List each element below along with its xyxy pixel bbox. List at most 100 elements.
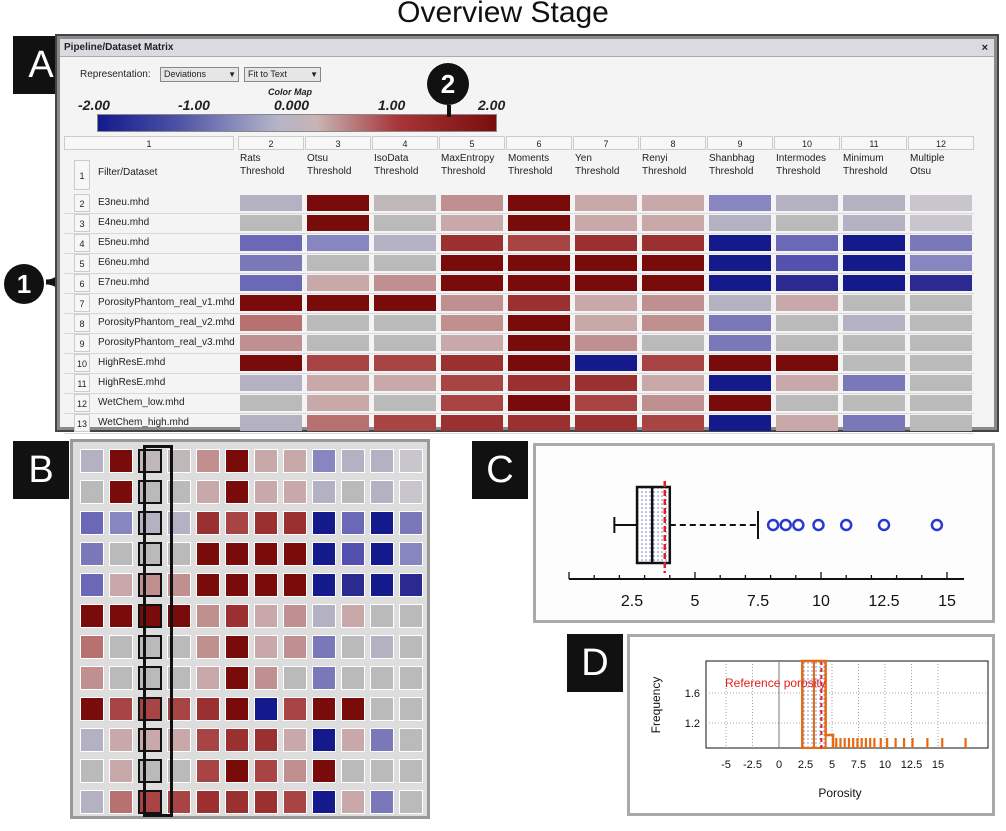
matrix-cell[interactable]	[508, 275, 570, 291]
matrix-cell[interactable]	[307, 215, 369, 231]
matrix-cell[interactable]	[709, 375, 771, 391]
column-number[interactable]: 6	[506, 136, 572, 150]
matrix-cell[interactable]	[374, 335, 436, 351]
matrix-cell[interactable]	[843, 355, 905, 371]
matrix-cell[interactable]	[441, 275, 503, 291]
matrix-cell[interactable]	[910, 355, 972, 371]
matrix-cell[interactable]	[508, 215, 570, 231]
matrix-cell[interactable]	[240, 395, 302, 411]
matrix-cell[interactable]	[575, 235, 637, 251]
matrix-cell[interactable]	[843, 275, 905, 291]
column-method-label[interactable]: Moments Threshold	[508, 152, 574, 178]
matrix-cell[interactable]	[307, 295, 369, 311]
matrix-cell[interactable]	[240, 195, 302, 211]
matrix-cell[interactable]	[776, 415, 838, 431]
matrix-cell[interactable]	[240, 315, 302, 331]
matrix-cell[interactable]	[642, 395, 704, 411]
column-number[interactable]: 4	[372, 136, 438, 150]
matrix-cell[interactable]	[240, 295, 302, 311]
matrix-cell[interactable]	[441, 315, 503, 331]
matrix-cell[interactable]	[575, 315, 637, 331]
column-method-label[interactable]: IsoData Threshold	[374, 152, 440, 178]
matrix-cell[interactable]	[508, 235, 570, 251]
column-number[interactable]: 8	[640, 136, 706, 150]
matrix-cell[interactable]	[441, 355, 503, 371]
matrix-cell[interactable]	[910, 335, 972, 351]
dataset-name[interactable]: HighResE.mhd	[98, 377, 166, 388]
column-number[interactable]: 1	[64, 136, 234, 150]
matrix-cell[interactable]	[843, 335, 905, 351]
matrix-cell[interactable]	[910, 235, 972, 251]
matrix-cell[interactable]	[374, 215, 436, 231]
matrix-cell[interactable]	[441, 255, 503, 271]
matrix-cell[interactable]	[307, 275, 369, 291]
matrix-cell[interactable]	[843, 315, 905, 331]
matrix-cell[interactable]	[642, 335, 704, 351]
matrix-cell[interactable]	[575, 275, 637, 291]
matrix-cell[interactable]	[843, 375, 905, 391]
matrix-cell[interactable]	[776, 275, 838, 291]
matrix-cell[interactable]	[374, 375, 436, 391]
matrix-cell[interactable]	[709, 315, 771, 331]
column-number[interactable]: 9	[707, 136, 773, 150]
dataset-name[interactable]: E4neu.mhd	[98, 217, 150, 228]
column-number[interactable]: 10	[774, 136, 840, 150]
matrix-cell[interactable]	[642, 355, 704, 371]
matrix-cell[interactable]	[240, 375, 302, 391]
matrix-cell[interactable]	[910, 195, 972, 211]
matrix-cell[interactable]	[575, 195, 637, 211]
matrix-cell[interactable]	[642, 255, 704, 271]
matrix-cell[interactable]	[240, 255, 302, 271]
matrix-cell[interactable]	[441, 415, 503, 431]
matrix-cell[interactable]	[910, 415, 972, 431]
matrix-cell[interactable]	[240, 415, 302, 431]
matrix-cell[interactable]	[843, 235, 905, 251]
matrix-cell[interactable]	[709, 335, 771, 351]
matrix-cell[interactable]	[374, 415, 436, 431]
column-number[interactable]: 3	[305, 136, 371, 150]
dataset-name[interactable]: PorosityPhantom_real_v1.mhd	[98, 297, 235, 308]
dataset-name[interactable]: HighResE.mhd	[98, 357, 166, 368]
matrix-cell[interactable]	[307, 195, 369, 211]
matrix-cell[interactable]	[575, 375, 637, 391]
matrix-cell[interactable]	[307, 375, 369, 391]
matrix-cell[interactable]	[307, 415, 369, 431]
matrix-cell[interactable]	[508, 335, 570, 351]
matrix-cell[interactable]	[843, 295, 905, 311]
matrix-cell[interactable]	[910, 375, 972, 391]
matrix-cell[interactable]	[374, 295, 436, 311]
matrix-cell[interactable]	[307, 355, 369, 371]
matrix-cell[interactable]	[441, 195, 503, 211]
matrix-cell[interactable]	[709, 395, 771, 411]
representation-dropdown[interactable]: Deviations ▼	[160, 67, 239, 82]
matrix-cell[interactable]	[441, 235, 503, 251]
matrix-cell[interactable]	[374, 315, 436, 331]
matrix-cell[interactable]	[843, 195, 905, 211]
dataset-name[interactable]: WetChem_low.mhd	[98, 397, 185, 408]
matrix-cell[interactable]	[709, 295, 771, 311]
matrix-cell[interactable]	[776, 255, 838, 271]
matrix-cell[interactable]	[910, 295, 972, 311]
dataset-name[interactable]: E3neu.mhd	[98, 197, 150, 208]
dataset-name[interactable]: PorosityPhantom_real_v2.mhd	[98, 317, 235, 328]
matrix-cell[interactable]	[910, 275, 972, 291]
matrix-cell[interactable]	[642, 215, 704, 231]
matrix-cell[interactable]	[508, 295, 570, 311]
column-number[interactable]: 5	[439, 136, 505, 150]
matrix-cell[interactable]	[642, 275, 704, 291]
matrix-cell[interactable]	[240, 335, 302, 351]
matrix-cell[interactable]	[508, 195, 570, 211]
matrix-cell[interactable]	[709, 235, 771, 251]
matrix-cell[interactable]	[642, 295, 704, 311]
matrix-cell[interactable]	[776, 395, 838, 411]
matrix-cell[interactable]	[776, 375, 838, 391]
matrix-cell[interactable]	[374, 235, 436, 251]
matrix-cell[interactable]	[575, 415, 637, 431]
column-method-label[interactable]: Shanbhag Threshold	[709, 152, 775, 178]
column-number[interactable]: 12	[908, 136, 974, 150]
column-number[interactable]: 11	[841, 136, 907, 150]
matrix-cell[interactable]	[843, 395, 905, 411]
matrix-cell[interactable]	[776, 335, 838, 351]
matrix-cell[interactable]	[575, 295, 637, 311]
matrix-cell[interactable]	[575, 255, 637, 271]
